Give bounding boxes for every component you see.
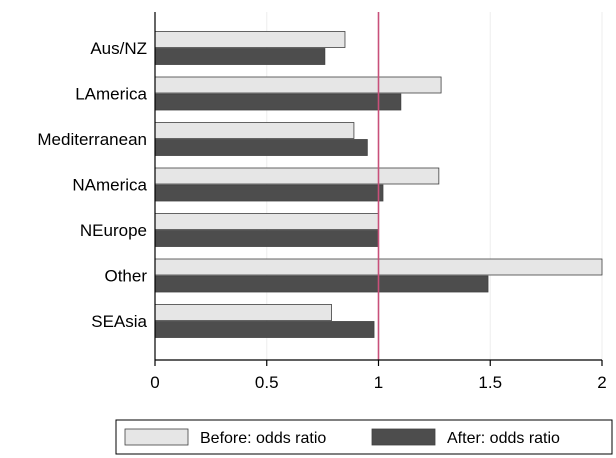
x-tick-label-3: 1.5: [478, 373, 502, 392]
category-label-other: Other: [104, 267, 147, 286]
category-label-aus-nz: Aus/NZ: [90, 39, 147, 58]
after-bar-neurope: [154, 230, 379, 247]
before-bar-mediterranean: [154, 122, 355, 139]
legend-box: [115, 419, 613, 455]
category-label-namerica: NAmerica: [72, 176, 147, 195]
after-bar-mediterranean: [154, 139, 368, 156]
after-bar-lamerica: [154, 93, 402, 111]
x-tick-label-4: 2: [597, 373, 606, 392]
before-legend-label: Before: odds ratio: [200, 430, 326, 447]
before-bar-neurope: [154, 213, 379, 230]
category-label-mediterranean: Mediterranean: [37, 130, 147, 149]
category-label-lamerica: LAmerica: [75, 85, 147, 104]
category-label-seasia: SEAsia: [91, 312, 147, 331]
before-bar-lamerica: [154, 76, 442, 94]
before-bar-aus-nz: [154, 31, 346, 48]
category-label-neurope: NEurope: [80, 221, 147, 240]
x-tick-label-1: 0.5: [255, 373, 279, 392]
before-bar-namerica: [154, 167, 440, 185]
after-bar-other: [154, 275, 489, 293]
after-legend-swatch: [371, 428, 436, 446]
before-legend-swatch: [124, 428, 189, 446]
x-tick-label-0: 0: [150, 373, 159, 392]
before-bar-seasia: [154, 304, 332, 321]
after-bar-namerica: [154, 184, 384, 202]
after-bar-seasia: [154, 321, 375, 338]
after-legend-label: After: odds ratio: [447, 430, 560, 447]
after-bar-aus-nz: [154, 48, 326, 65]
x-tick-label-2: 1: [374, 373, 383, 392]
